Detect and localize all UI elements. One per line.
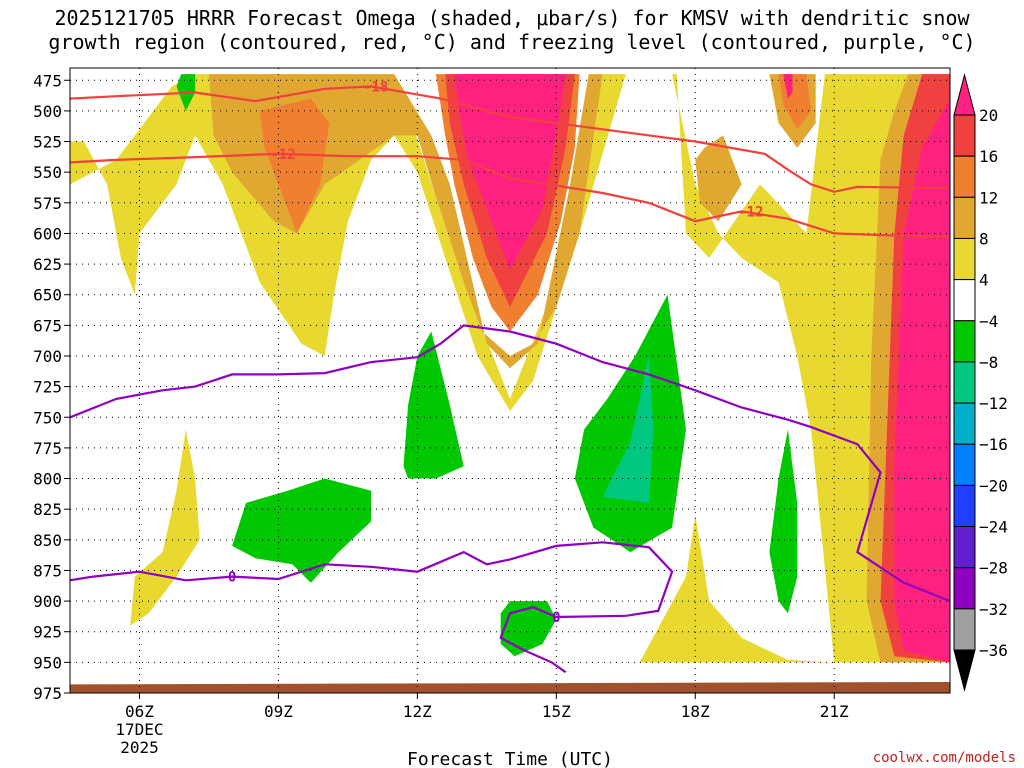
y-tick-label: 800	[33, 470, 62, 489]
grid-lines	[70, 68, 950, 693]
y-tick-label: 675	[33, 316, 62, 335]
y-tick-label: 525	[33, 133, 62, 152]
omega-region-8-4	[695, 135, 742, 222]
colorbar-segment	[953, 567, 976, 610]
omega-region--4-20	[769, 429, 798, 614]
y-tick-label: 975	[33, 684, 62, 703]
omega-region-12-7	[259, 98, 330, 234]
y-tick-label: 950	[33, 653, 62, 672]
freezing-contour-0	[70, 324, 950, 603]
title-line-1: 2025121705 HRRR Forecast Omega (shaded, …	[54, 6, 970, 30]
colorbar-label: −8	[979, 353, 998, 372]
colorbar-bottom-arrow	[953, 649, 976, 692]
x-tick-label: 12Z	[403, 702, 432, 721]
x-tick-label: 15Z	[542, 702, 571, 721]
y-tick-label: 925	[33, 623, 62, 642]
colorbar-label: 20	[979, 106, 998, 125]
colorbar-segment	[953, 608, 976, 651]
y-axis: 475 500 525 550 575 600 625 650 675 700 725 750 775 8…	[33, 71, 70, 703]
colorbar-segment	[953, 484, 976, 528]
colorbar-label: 16	[979, 147, 998, 166]
omega-region-4-2	[639, 515, 835, 663]
y-tick-label: 625	[33, 255, 62, 274]
colorbar-label: −24	[979, 518, 1008, 537]
colorbar-segment	[953, 237, 976, 281]
y-tick-label: 550	[33, 163, 62, 182]
y-tick-label: 850	[33, 531, 62, 550]
colorbar-label: −20	[979, 476, 1008, 495]
colorbar-label: −36	[979, 641, 1008, 660]
y-tick-label: 775	[33, 439, 62, 458]
x-axis-label: Forecast Time (UTC)	[407, 749, 613, 768]
ground-fill	[70, 681, 950, 693]
colorbar-top-arrow	[953, 73, 976, 116]
y-tick-label: 650	[33, 286, 62, 305]
dgz-contour-1-label: -12	[270, 147, 295, 163]
colorbar-segment	[953, 526, 976, 569]
y-tick-label: 900	[33, 592, 62, 611]
colorbar-label: 12	[979, 188, 998, 207]
terrain-ground	[70, 681, 950, 693]
y-tick-label: 875	[33, 561, 62, 580]
omega-shading	[70, 74, 950, 663]
colorbar-segment	[953, 320, 976, 363]
dgz-contour--12	[70, 152, 950, 239]
title-line-2: growth region (contoured, red, °C) and f…	[48, 30, 976, 54]
colorbar-segment	[953, 279, 976, 322]
y-tick-label: 600	[33, 224, 62, 243]
x-tick-label: 09Z	[264, 702, 293, 721]
credit-text: coolwx.com/models	[873, 750, 1016, 766]
colorbar: 20 16 12 8 4 −4 −8 −12 −16 −20 −24 −28 −32 −36	[953, 73, 1008, 692]
y-tick-label: 475	[33, 71, 62, 90]
omega-region--4-18	[500, 601, 557, 657]
freezing-contour-1-label: 0	[552, 610, 560, 626]
colorbar-segment	[953, 402, 976, 445]
colorbar-label: 4	[979, 271, 989, 290]
colorbar-segment	[953, 361, 976, 404]
omega-region-20-13	[894, 98, 950, 663]
colorbar-label: −16	[979, 435, 1008, 454]
y-tick-label: 500	[33, 102, 62, 121]
colorbar-label: −32	[979, 600, 1008, 619]
omega-region--4-17	[403, 331, 464, 479]
dgz-contour-1b-label: -12	[738, 204, 763, 220]
y-tick-label: 825	[33, 500, 62, 519]
colorbar-segment	[953, 196, 976, 239]
colorbar-segment	[953, 114, 976, 157]
chart-title: 2025121705 HRRR Forecast Omega (shaded, …	[0, 6, 1024, 54]
colorbar-label: −4	[979, 312, 998, 331]
y-tick-label: 725	[33, 378, 62, 397]
omega-region--4-19	[574, 294, 686, 553]
omega-region--8-21	[602, 356, 654, 503]
colorbar-label: −28	[979, 559, 1008, 578]
x-tick-label: 21Z	[820, 702, 849, 721]
x-tick-date: 17DEC	[115, 720, 163, 739]
x-tick-label: 18Z	[681, 702, 710, 721]
dgz-contour-0-label: -18	[363, 79, 388, 95]
plot-frame	[69, 67, 951, 694]
freezing-contour-extra-label: 0	[228, 570, 236, 586]
freezing-contour-1	[70, 541, 674, 674]
omega-region-20-12	[454, 74, 566, 271]
colorbar-label: −12	[979, 394, 1008, 413]
colorbar-label: 8	[979, 229, 989, 248]
colorbar-segment	[953, 155, 976, 198]
y-tick-label: 575	[33, 194, 62, 213]
colorbar-segment	[953, 443, 976, 486]
omega-region--4-16	[232, 478, 372, 583]
y-tick-label: 700	[33, 347, 62, 366]
y-tick-label: 750	[33, 408, 62, 427]
omega-region-4-1	[130, 429, 200, 626]
x-tick-year: 2025	[120, 738, 159, 757]
dgz-contour--18	[70, 85, 950, 193]
x-tick-label: 06Z	[125, 702, 154, 721]
contour-lines: -18 -12 -12 0 0	[70, 79, 950, 674]
